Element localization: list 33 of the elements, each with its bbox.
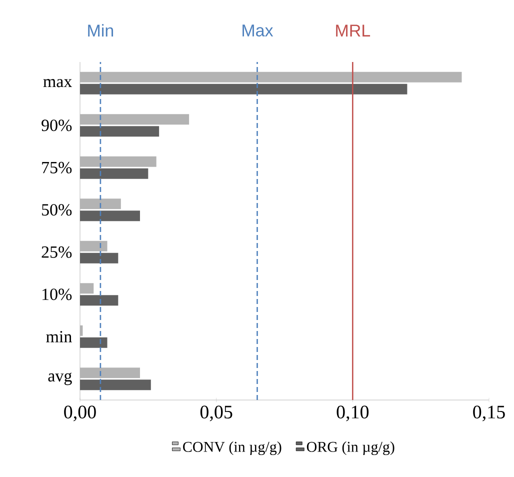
bar [80,368,140,378]
y-tick-label: max [43,79,72,88]
bar [80,72,462,82]
legend-label: ORG (in µg/g) [306,441,394,456]
bar [80,198,121,210]
bar [80,156,156,167]
ref-line-label: Min [88,24,114,36]
bar [80,295,118,306]
y-tick-label: min [46,331,72,342]
y-tick-label: 25% [42,246,72,258]
x-tick-label: 0,10 [336,406,369,422]
x-tick-label: 0,15 [473,406,505,422]
bar [80,84,408,94]
ref-line-label: MRL [336,24,370,36]
ref-line-label: Max [242,24,274,36]
legend-label: CONV (in µg/g) [183,441,282,456]
y-tick-label: 90% [42,120,72,132]
y-tick-label: 10% [42,288,72,300]
bar [80,325,83,336]
x-tick-label: 0,05 [200,406,232,422]
bar [80,252,118,264]
bar [80,168,148,179]
bar [80,126,160,137]
bar [80,114,190,125]
y-tick-label: 50% [42,204,72,216]
bar [80,240,108,252]
y-tick-label: avg [48,372,72,386]
bar [80,283,94,294]
bar [80,210,140,222]
x-tick-label: 0,00 [64,406,96,422]
bar [80,337,108,348]
bar [80,380,151,390]
y-tick-label: 75% [42,162,72,174]
